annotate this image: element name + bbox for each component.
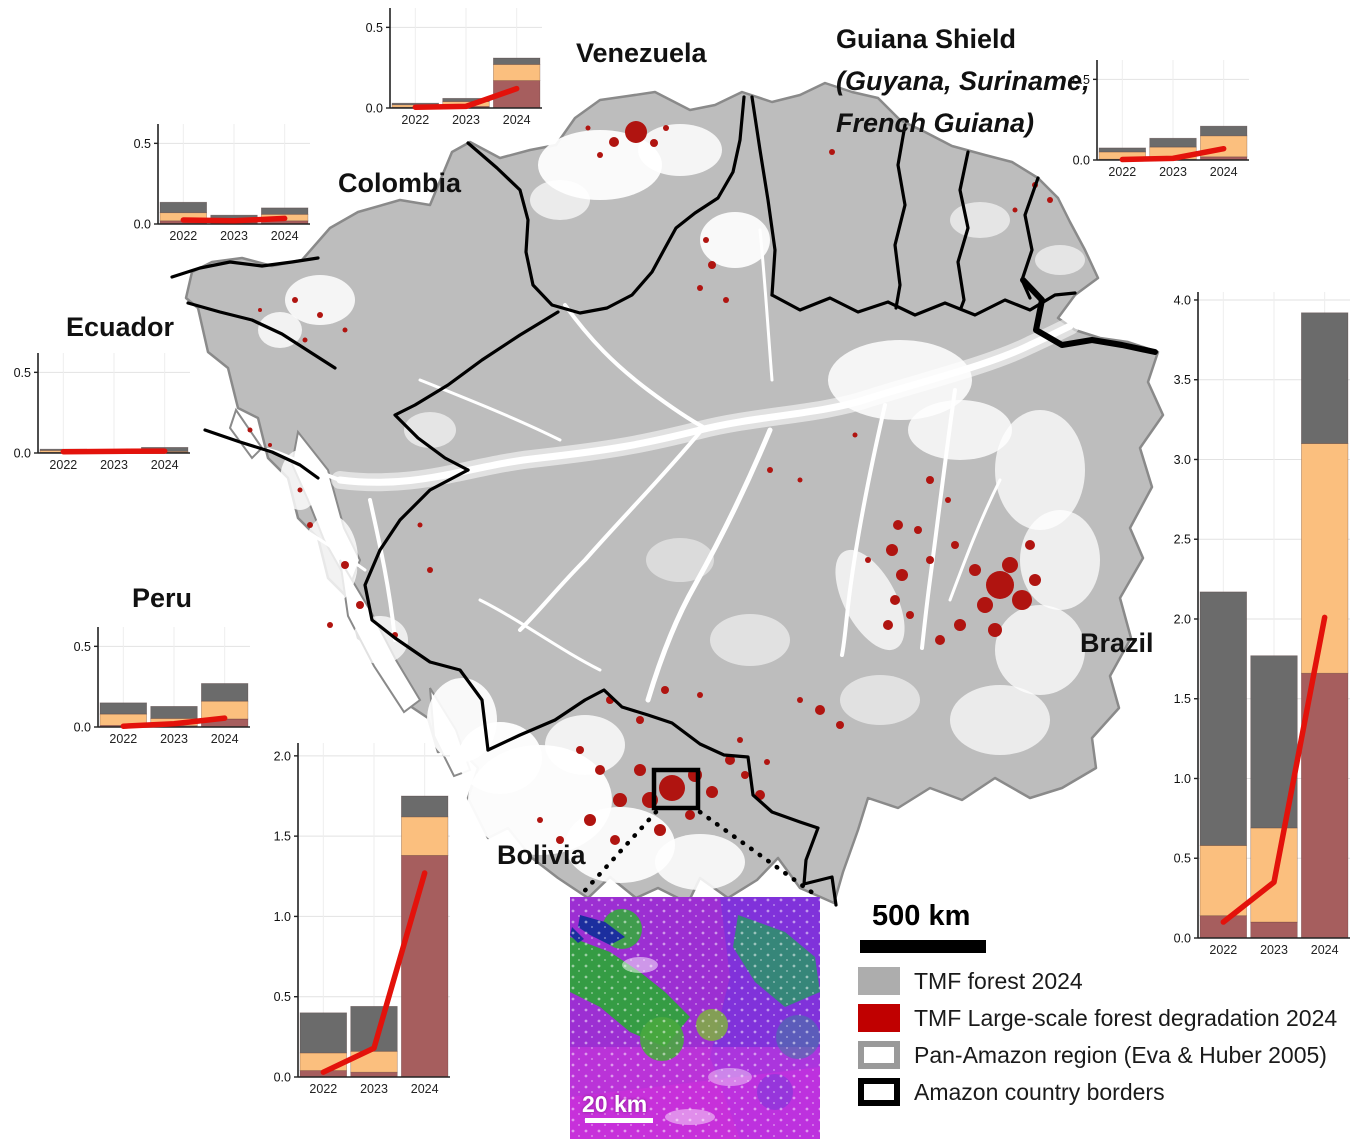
degradation-patches — [247, 121, 1053, 845]
svg-text:0.0: 0.0 — [14, 447, 31, 461]
chart-venezuela: 0.0 0.5 2022 2023 2024 — [352, 2, 548, 132]
legend-label: TMF Large-scale forest degradation 2024 — [914, 1004, 1338, 1031]
svg-text:2024: 2024 — [1311, 943, 1339, 957]
chart-svg-guiana: 0.0 0.5 2022 2023 2024 — [1073, 60, 1249, 179]
chart-brazil: 0.0 0.5 1.0 1.5 2.0 2.5 3.0 3.5 4.0 2022 2023 2024 — [1160, 286, 1356, 962]
svg-text:0.0: 0.0 — [366, 102, 383, 116]
svg-text:0.5: 0.5 — [74, 640, 91, 654]
chart-svg-bolivia: 0.0 0.5 1.0 1.5 2.0 2022 2023 2024 — [274, 743, 450, 1096]
legend-row-borders: Amazon country borders — [858, 1077, 1358, 1107]
legend-row-region: Pan-Amazon region (Eva & Huber 2005) — [858, 1040, 1358, 1070]
svg-text:2024: 2024 — [211, 732, 239, 746]
label-ecuador: Ecuador — [66, 312, 175, 342]
chart-svg-venezuela: 0.0 0.5 2022 2023 2024 — [366, 8, 542, 127]
label-venezuela: Venezuela — [576, 38, 707, 68]
svg-text:2023: 2023 — [220, 229, 248, 243]
svg-text:2022: 2022 — [1108, 165, 1136, 179]
svg-text:3.0: 3.0 — [1174, 453, 1191, 467]
label-colombia: Colombia — [338, 168, 462, 198]
svg-text:0.0: 0.0 — [274, 1071, 291, 1085]
svg-text:0.0: 0.0 — [1174, 932, 1191, 946]
svg-text:1.5: 1.5 — [274, 830, 291, 844]
legend-label: TMF forest 2024 — [914, 967, 1083, 994]
svg-text:2023: 2023 — [100, 458, 128, 472]
map-scale-bar — [860, 940, 986, 953]
label-guiana-shield: Guiana Shield — [836, 24, 1017, 54]
chart-colombia: 0.0 0.5 2022 2023 2024 — [120, 118, 316, 248]
chart-peru: 0.0 0.5 2022 2023 2024 — [60, 621, 256, 751]
svg-text:1.0: 1.0 — [1174, 772, 1191, 786]
svg-text:0.0: 0.0 — [74, 721, 91, 735]
inset-connector-lines — [577, 809, 820, 899]
svg-text:0.5: 0.5 — [274, 990, 291, 1004]
label-guiana-sub1: (Guyana, Suriname, — [836, 66, 1090, 96]
chart-bolivia: 0.0 0.5 1.0 1.5 2.0 2022 2023 2024 — [260, 737, 456, 1101]
chart-svg-colombia: 0.0 0.5 2022 2023 2024 — [134, 124, 310, 243]
svg-text:2024: 2024 — [151, 458, 179, 472]
svg-text:2022: 2022 — [309, 1082, 337, 1096]
svg-text:2.0: 2.0 — [274, 749, 291, 763]
inset-scale-bar — [585, 1118, 653, 1123]
svg-text:2024: 2024 — [1210, 165, 1238, 179]
svg-text:2022: 2022 — [401, 113, 429, 127]
svg-text:0.5: 0.5 — [1073, 73, 1090, 87]
chart-guiana-shield: 0.0 0.5 2022 2023 2024 — [1059, 54, 1255, 184]
svg-text:0.0: 0.0 — [1073, 154, 1090, 168]
svg-text:0.5: 0.5 — [366, 21, 383, 35]
legend-row-degradation: TMF Large-scale forest degradation 2024 — [858, 1003, 1358, 1033]
country-border-swatch — [858, 1078, 900, 1106]
legend-label: Pan-Amazon region (Eva & Huber 2005) — [914, 1041, 1327, 1068]
chart-svg-peru: 0.0 0.5 2022 2023 2024 — [74, 627, 250, 746]
svg-text:2023: 2023 — [160, 732, 188, 746]
svg-text:2022: 2022 — [1209, 943, 1237, 957]
degradation-swatch — [858, 1004, 900, 1032]
label-peru: Peru — [132, 583, 193, 613]
chart-svg-brazil: 0.0 0.5 1.0 1.5 2.0 2.5 3.0 3.5 4.0 2022 2023 2024 — [1174, 292, 1350, 957]
svg-text:2023: 2023 — [1260, 943, 1288, 957]
forest-swatch — [858, 967, 900, 995]
svg-text:3.5: 3.5 — [1174, 373, 1191, 387]
svg-text:0.0: 0.0 — [134, 218, 151, 232]
inset-zoom-box — [651, 767, 701, 811]
satellite-inset — [570, 897, 820, 1139]
country-borders — [170, 95, 1158, 907]
svg-text:1.0: 1.0 — [274, 910, 291, 924]
chart-ecuador: 0.0 0.5 2022 2023 2024 — [0, 347, 196, 477]
svg-text:2023: 2023 — [452, 113, 480, 127]
svg-text:2023: 2023 — [1159, 165, 1187, 179]
svg-text:2024: 2024 — [503, 113, 531, 127]
svg-text:0.5: 0.5 — [1174, 852, 1191, 866]
chart-svg-ecuador: 0.0 0.5 2022 2023 2024 — [14, 353, 190, 472]
inset-scale-label: 20 km — [582, 1091, 648, 1117]
svg-text:2023: 2023 — [360, 1082, 388, 1096]
legend-row-forest: TMF forest 2024 — [858, 966, 1358, 996]
svg-text:2.0: 2.0 — [1174, 612, 1191, 626]
map-legend: TMF forest 2024 TMF Large-scale forest d… — [858, 966, 1358, 1114]
svg-text:4.0: 4.0 — [1174, 293, 1191, 307]
svg-text:2022: 2022 — [169, 229, 197, 243]
svg-text:0.5: 0.5 — [14, 366, 31, 380]
rivers — [248, 228, 1079, 703]
svg-text:1.5: 1.5 — [1174, 692, 1191, 706]
label-brazil: Brazil — [1080, 628, 1154, 658]
legend-label: Amazon country borders — [914, 1078, 1165, 1105]
svg-text:2024: 2024 — [411, 1082, 439, 1096]
svg-text:2024: 2024 — [271, 229, 299, 243]
svg-text:2.5: 2.5 — [1174, 533, 1191, 547]
map-scale-label: 500 km — [872, 900, 971, 932]
svg-text:0.5: 0.5 — [134, 137, 151, 151]
region-outline-swatch — [858, 1041, 900, 1069]
label-guiana-sub2: French Guiana) — [836, 108, 1035, 138]
svg-text:2022: 2022 — [49, 458, 77, 472]
svg-text:2022: 2022 — [109, 732, 137, 746]
label-bolivia: Bolivia — [497, 840, 586, 870]
